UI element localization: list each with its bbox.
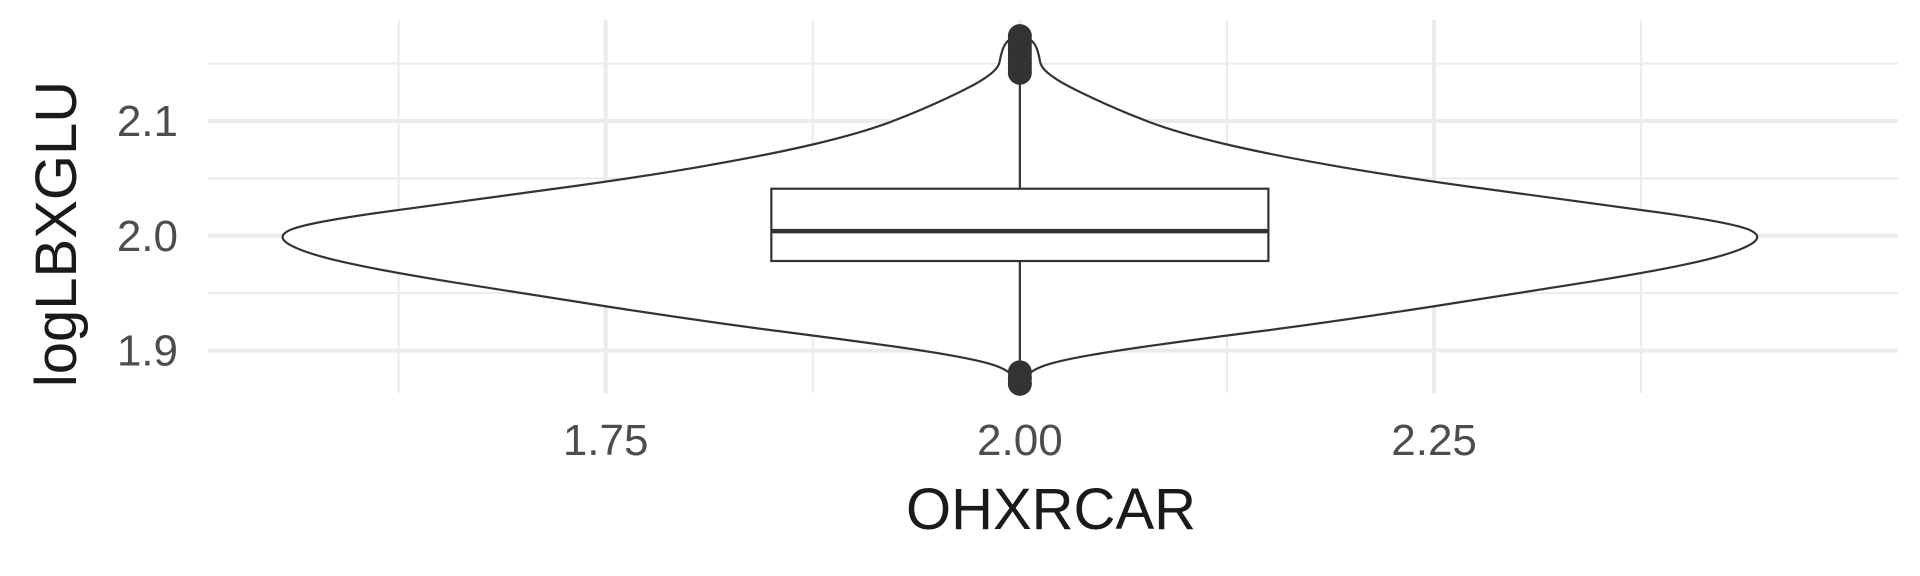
boxplot [770,77,1270,367]
x-axis-title: OHXRCAR [906,477,1196,542]
outlier-points [1007,24,1032,396]
y-tick-label: 2.1 [117,97,178,146]
x-axis-ticks: 1.75 2.00 2.25 [563,416,1477,465]
outlier-point [1007,360,1032,385]
x-tick-label: 2.25 [1391,416,1477,465]
iqr-box [770,187,1270,263]
y-axis-title: logLBXGLU [24,81,89,387]
y-axis-ticks: 1.9 2.0 2.1 [117,97,178,376]
x-tick-label: 1.75 [563,416,649,465]
outlier-point [1007,24,1032,49]
x-tick-label: 2.00 [977,416,1063,465]
y-tick-label: 2.0 [117,212,178,261]
y-tick-label: 1.9 [117,327,178,376]
